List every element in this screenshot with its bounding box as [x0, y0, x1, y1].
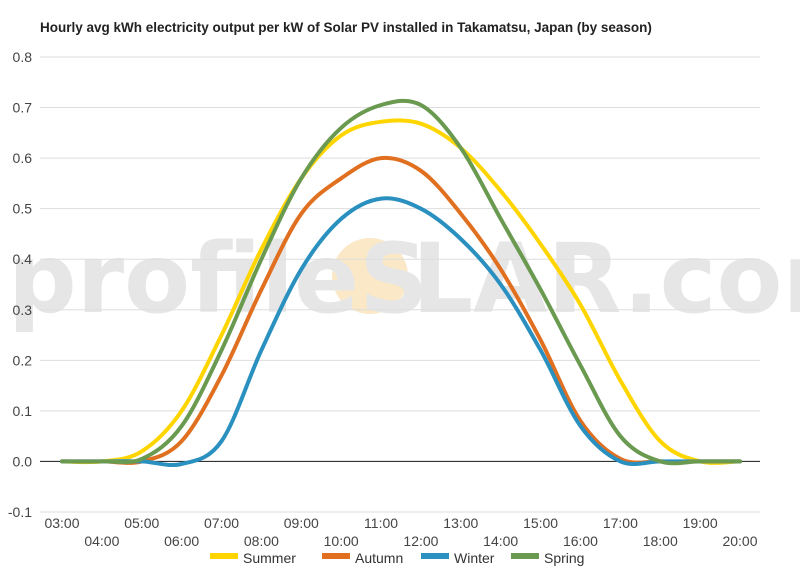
- x-tick-label: 16:00: [563, 533, 598, 549]
- x-tick-label: 07:00: [204, 515, 239, 531]
- y-tick-label: 0.1: [13, 403, 33, 419]
- legend-swatch-spring: [511, 553, 539, 559]
- series-lines: [60, 98, 742, 468]
- legend-label-autumn: Autumn: [355, 550, 403, 566]
- y-tick-label: 0.3: [13, 302, 33, 318]
- legend-swatch-autumn: [322, 553, 350, 559]
- watermark: profileS LAR.com: [8, 223, 800, 335]
- y-tick-label: 0.5: [13, 201, 33, 217]
- watermark-text-left: profileS: [8, 223, 428, 335]
- x-tick-label: 09:00: [284, 515, 319, 531]
- legend-label-winter: Winter: [454, 550, 495, 566]
- y-tick-label: 0.0: [13, 453, 33, 469]
- x-tick-label: 04:00: [84, 533, 119, 549]
- x-tick-label: 12:00: [403, 533, 438, 549]
- y-tick-label: 0.8: [13, 49, 33, 65]
- series-line-winter: [60, 196, 742, 468]
- watermark-sun: [332, 238, 408, 314]
- x-tick-label: 17:00: [603, 515, 638, 531]
- y-tick-label: 0.7: [13, 100, 33, 116]
- x-tick-label: 06:00: [164, 533, 199, 549]
- x-tick-label: 19:00: [683, 515, 718, 531]
- y-axis: -0.1 0.0 0.1 0.2 0.3 0.4 0.5 0.6 0.7 0.8: [8, 49, 32, 520]
- x-tick-label: 11:00: [364, 515, 398, 531]
- x-tick-label: 14:00: [483, 533, 518, 549]
- x-tick-label: 13:00: [443, 515, 478, 531]
- y-tick-label: -0.1: [8, 504, 32, 520]
- x-tick-label: 20:00: [722, 533, 757, 549]
- watermark-text-right: LAR.com: [412, 223, 800, 335]
- series-line-summer: [60, 118, 742, 465]
- y-tick-label: 0.4: [13, 251, 33, 267]
- series-line-spring: [60, 98, 742, 466]
- x-tick-label: 03:00: [44, 515, 79, 531]
- x-axis: 03:00 04:00 05:00 06:00 07:00 08:00 09:00 10:00…: [44, 515, 757, 549]
- x-tick-label: 18:00: [643, 533, 678, 549]
- x-tick-label: 08:00: [244, 533, 279, 549]
- legend: Summer Autumn Winter Spring: [210, 550, 584, 566]
- legend-label-spring: Spring: [544, 550, 584, 566]
- x-tick-label: 10:00: [324, 533, 359, 549]
- y-tick-label: 0.6: [13, 150, 33, 166]
- x-tick-label: 15:00: [523, 515, 558, 531]
- x-tick-label: 05:00: [124, 515, 159, 531]
- series-line-autumn: [60, 155, 742, 465]
- legend-label-summer: Summer: [243, 550, 296, 566]
- y-tick-label: 0.2: [13, 352, 33, 368]
- legend-swatch-winter: [421, 553, 449, 559]
- legend-swatch-summer: [210, 553, 238, 559]
- chart-title: Hourly avg kWh electricity output per kW…: [40, 20, 652, 35]
